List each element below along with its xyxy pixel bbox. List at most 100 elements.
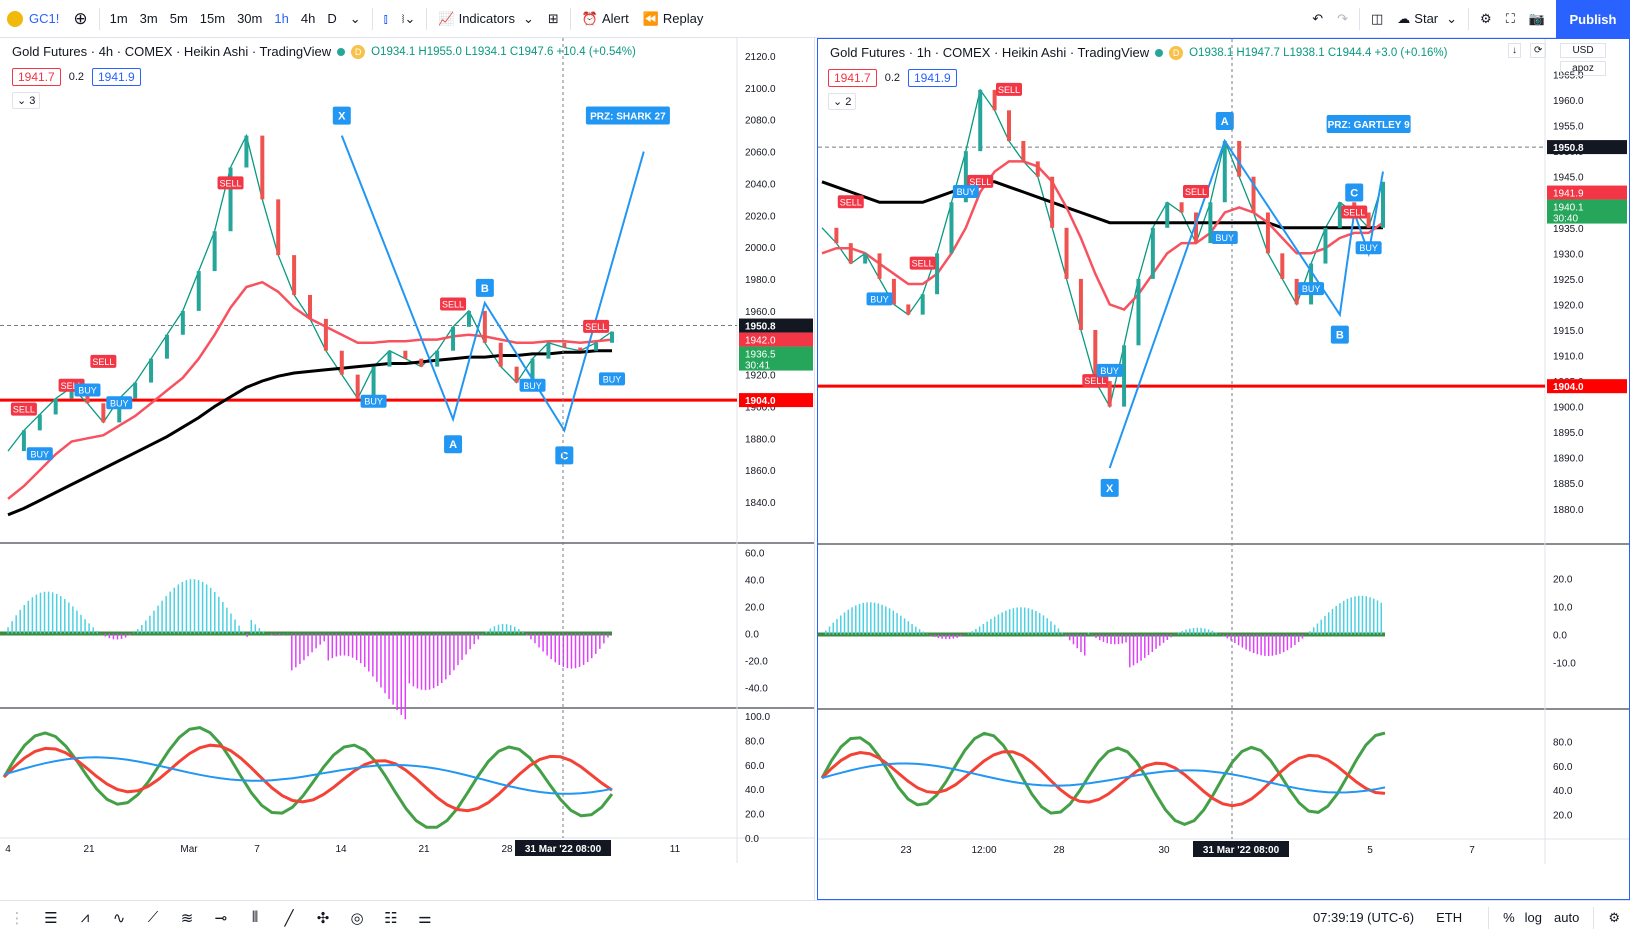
fullscreen-button[interactable]: ⛶ — [1499, 0, 1522, 38]
candle — [891, 278, 896, 305]
redo-button[interactable]: ↷ — [1330, 0, 1355, 38]
candle — [117, 398, 122, 423]
indicator-count: 3 — [29, 95, 36, 107]
interval-1m[interactable]: 1m — [109, 11, 128, 26]
price-tick: 1860.0 — [745, 466, 776, 477]
star-button[interactable]: ☁ Star ⌄ — [1390, 0, 1464, 38]
symbol-search-button[interactable]: GC1! — [0, 0, 66, 38]
clock-time[interactable]: 07:39:19 (UTC-6) — [1312, 910, 1415, 925]
ask-price[interactable]: 1941.9 — [908, 69, 957, 87]
undo-button[interactable]: ↶ — [1305, 0, 1330, 38]
snapshot-button[interactable]: 📷 — [1522, 0, 1552, 38]
right-chart-pane[interactable]: 1965.01960.01955.01950.01945.01940.01935… — [817, 38, 1630, 900]
left-title: Gold Futures · 4h · COMEX · Heikin Ashi … — [12, 44, 332, 59]
price-tick: 1960.0 — [1553, 96, 1584, 107]
log-scale-toggle[interactable]: log — [1524, 910, 1543, 925]
interval-D[interactable]: D — [327, 11, 337, 26]
alert-button[interactable]: ⏰ Alert — [575, 0, 636, 38]
bid-price[interactable]: 1941.7 — [12, 68, 61, 86]
candle-style-button[interactable]: ⧘ ⌄ — [395, 0, 423, 38]
right-chart-svg[interactable]: 1965.01960.01955.01950.01945.01940.01935… — [818, 39, 1629, 899]
heikin-ashi-icon: ⫾ — [383, 10, 388, 26]
right-bid-ask[interactable]: 1941.7 0.2 1941.9 — [828, 69, 957, 87]
rsi-line — [821, 762, 1386, 794]
price-tick: 1885.0 — [1553, 479, 1584, 490]
chart-settings-icon[interactable]: ⚙ — [1608, 909, 1620, 925]
interval-4h[interactable]: 4h — [300, 11, 316, 26]
settings-button[interactable]: ⚙ — [1473, 0, 1499, 38]
templates-button[interactable]: ⊞ — [541, 0, 566, 38]
signal-label: SELL — [1185, 187, 1207, 197]
spread-value: 0.2 — [68, 71, 84, 83]
candle — [546, 342, 551, 359]
interval-dropdown[interactable]: ⌄ — [343, 0, 368, 38]
download-icon[interactable]: ↓ — [1508, 43, 1521, 58]
pattern-point-c — [1345, 183, 1364, 202]
candle — [1122, 345, 1127, 407]
left-indicator-collapse[interactable]: ⌄ 3 — [12, 92, 41, 109]
drag-handle-icon[interactable]: ⋮ — [9, 909, 25, 927]
candle — [37, 414, 42, 431]
right-indicator-collapse[interactable]: ⌄ 2 — [828, 93, 857, 110]
position-icon[interactable]: ☷ — [384, 909, 398, 927]
percent-scale-toggle[interactable]: % — [1503, 910, 1515, 925]
sell-signal — [583, 319, 610, 333]
ask-price[interactable]: 1941.9 — [92, 68, 141, 86]
horizontal-lines-icon[interactable]: ☰ — [44, 909, 58, 927]
currency-select[interactable]: USD — [1560, 43, 1606, 58]
publish-button[interactable]: Publish — [1556, 0, 1630, 38]
candle — [1007, 110, 1011, 141]
line-tool-icon[interactable]: ╱ — [284, 909, 294, 927]
abcd-pattern-icon[interactable]: ⩘ — [80, 909, 90, 926]
pattern-point-b — [475, 278, 494, 297]
candle — [949, 202, 954, 254]
candle — [863, 253, 868, 264]
interval-30m[interactable]: 30m — [237, 11, 263, 26]
price-label-green-text: 1940.1 — [1553, 203, 1584, 214]
channel-icon[interactable]: ≋ — [180, 909, 194, 927]
sell-signal — [1082, 374, 1109, 388]
layout-button[interactable]: ◫ — [1364, 0, 1390, 38]
elliott-wave-icon[interactable]: ∿ — [112, 909, 126, 927]
session-toggle[interactable]: ETH — [1436, 910, 1463, 925]
candle — [180, 310, 185, 335]
price-label-green — [739, 346, 813, 371]
pattern-point-a — [1215, 111, 1234, 130]
pattern-point-label: B — [481, 283, 489, 295]
indicators-button[interactable]: 📈 Indicators ⌄ — [431, 0, 540, 38]
price-tick: 1890.0 — [1553, 454, 1584, 465]
interval-3m[interactable]: 3m — [139, 11, 158, 26]
price-label-red-text: 1941.9 — [1553, 189, 1584, 200]
compare-symbol-button[interactable]: ⊕ — [66, 0, 94, 38]
stoch-rsi-d-line — [820, 750, 1386, 808]
candle — [1265, 212, 1270, 254]
interval-15m[interactable]: 15m — [199, 11, 226, 26]
price-label-red — [739, 332, 813, 347]
auto-scale-toggle[interactable]: auto — [1554, 910, 1580, 925]
sync-icon[interactable]: ⟳ — [1530, 43, 1547, 58]
right-title: Gold Futures · 1h · COMEX · Heikin Ashi … — [830, 45, 1150, 60]
xabcd-pattern-icon[interactable]: ✣ — [316, 909, 330, 927]
indicators-label: Indicators — [458, 11, 515, 26]
candle — [101, 403, 106, 423]
delayed-data-icon: D — [351, 44, 366, 59]
vertical-lines-icon[interactable]: ⦀ — [251, 909, 259, 926]
trend-line-icon[interactable]: ⟋ — [147, 909, 159, 926]
bar-style-button[interactable]: ⫾ — [377, 0, 395, 38]
left-bid-ask[interactable]: 1941.7 0.2 1941.9 — [12, 68, 141, 86]
interval-5m[interactable]: 5m — [169, 11, 188, 26]
sell-signal — [440, 297, 467, 311]
replay-button[interactable]: ⏪ Replay — [636, 0, 711, 38]
interval-1h[interactable]: 1h — [274, 11, 289, 26]
fib-retracement-icon[interactable]: ⚌ — [418, 909, 432, 927]
horizontal-ray-icon[interactable]: ⊸ — [214, 909, 228, 927]
candle — [1035, 161, 1040, 177]
bid-price[interactable]: 1941.7 — [828, 69, 877, 87]
left-chart-svg[interactable]: 2120.02100.02080.02060.02040.02020.02000… — [0, 38, 815, 900]
fib-spiral-icon[interactable]: ◎ — [350, 909, 364, 927]
candle — [514, 366, 519, 383]
last-price-text: 1950.8 — [1553, 143, 1584, 154]
left-chart-pane[interactable]: 2120.0 2100.0 2080.0 2060.0 2040.0 2020.0 2000… — [0, 38, 815, 900]
scale-select[interactable]: apoz — [1560, 61, 1606, 76]
rsi-tick: 80.0 — [1553, 737, 1573, 748]
